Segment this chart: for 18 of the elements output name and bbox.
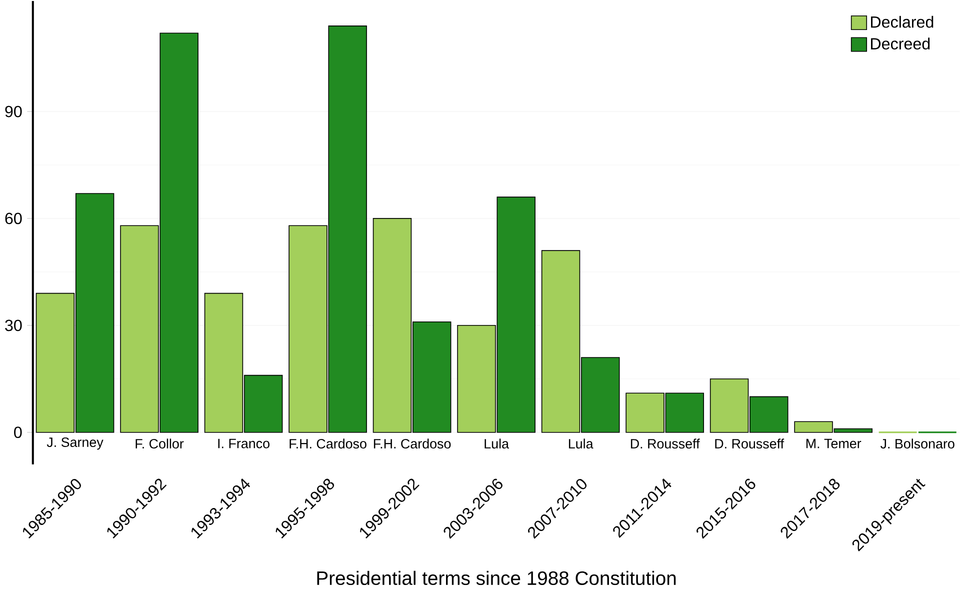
- y-tick-label: 60: [5, 213, 22, 224]
- annotation: Lula: [568, 438, 594, 449]
- legend-label: Decreed: [871, 38, 930, 50]
- annotation: I. Franco: [218, 439, 270, 449]
- annotation: F.H. Cardoso: [290, 438, 366, 449]
- annotation: M. Temer: [806, 439, 862, 449]
- annotation: F.H. Cardoso: [374, 438, 451, 449]
- x-axis-title: Presidential terms since 1988 Constitution: [317, 571, 676, 586]
- annotation: J. Bolsonaro: [880, 438, 954, 449]
- annotation: Lula: [484, 438, 510, 449]
- y-tick-label: 90: [5, 106, 22, 118]
- y-tick-label: 0: [14, 426, 22, 438]
- annotation: F. Collor: [136, 438, 184, 449]
- annotation: D. Rousseff: [630, 438, 700, 449]
- legend-label: Declared: [871, 16, 934, 28]
- annotation: J. Sarney: [46, 438, 104, 450]
- y-tick-label: 30: [5, 320, 22, 332]
- annotation: D. Rousseff: [715, 438, 784, 449]
